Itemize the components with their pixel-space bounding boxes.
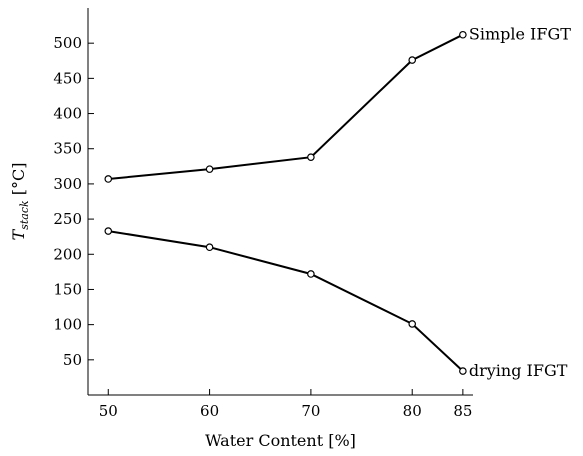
y-tick-label: 500 — [53, 34, 82, 52]
x-tick-label: 70 — [301, 402, 320, 420]
data-point — [104, 175, 113, 183]
y-tick-label: 400 — [53, 105, 82, 123]
data-point — [307, 153, 315, 161]
y-tick-label: 50 — [63, 351, 82, 369]
y-axis-title: Tstack [°C] — [9, 163, 31, 241]
y-axis-title-main: T — [9, 228, 28, 240]
y-tick-label: 450 — [53, 69, 82, 87]
series-label: Simple IFGT — [469, 25, 571, 44]
x-tick-label: 60 — [200, 402, 219, 420]
y-tick-label: 350 — [53, 140, 82, 158]
data-point — [307, 270, 315, 278]
series-group: Simple IFGT drying IFGT — [104, 25, 571, 380]
data-point — [408, 56, 417, 64]
series-label: drying IFGT — [469, 361, 568, 380]
x-tick-label: 85 — [453, 402, 472, 420]
x-ticks: 50 60 70 80 85 — [99, 389, 472, 420]
y-tick-label: 100 — [53, 316, 82, 334]
y-axis-title-sub: stack — [18, 200, 31, 230]
x-axis-title: Water Content [%] — [205, 431, 356, 450]
y-tick-label: 200 — [53, 245, 82, 263]
y-tick-label: 150 — [53, 280, 82, 298]
series-line — [108, 230, 464, 372]
data-point — [205, 165, 214, 173]
series-1: Simple IFGT — [104, 25, 571, 183]
series-line — [108, 33, 464, 180]
series-2: drying IFGT — [104, 227, 568, 380]
y-ticks: 50 100 150 200 250 300 350 400 450 500 — [53, 34, 94, 369]
x-tick-label: 50 — [99, 402, 118, 420]
data-point — [104, 227, 113, 235]
data-point — [459, 30, 467, 39]
y-tick-label: 300 — [53, 175, 82, 193]
data-point — [408, 320, 417, 328]
data-point — [459, 367, 467, 375]
axes — [87, 8, 473, 396]
data-point — [205, 243, 214, 252]
y-tick-label: 250 — [53, 210, 82, 228]
y-axis-title-unit: [°C] — [9, 163, 28, 201]
x-tick-label: 80 — [403, 402, 422, 420]
